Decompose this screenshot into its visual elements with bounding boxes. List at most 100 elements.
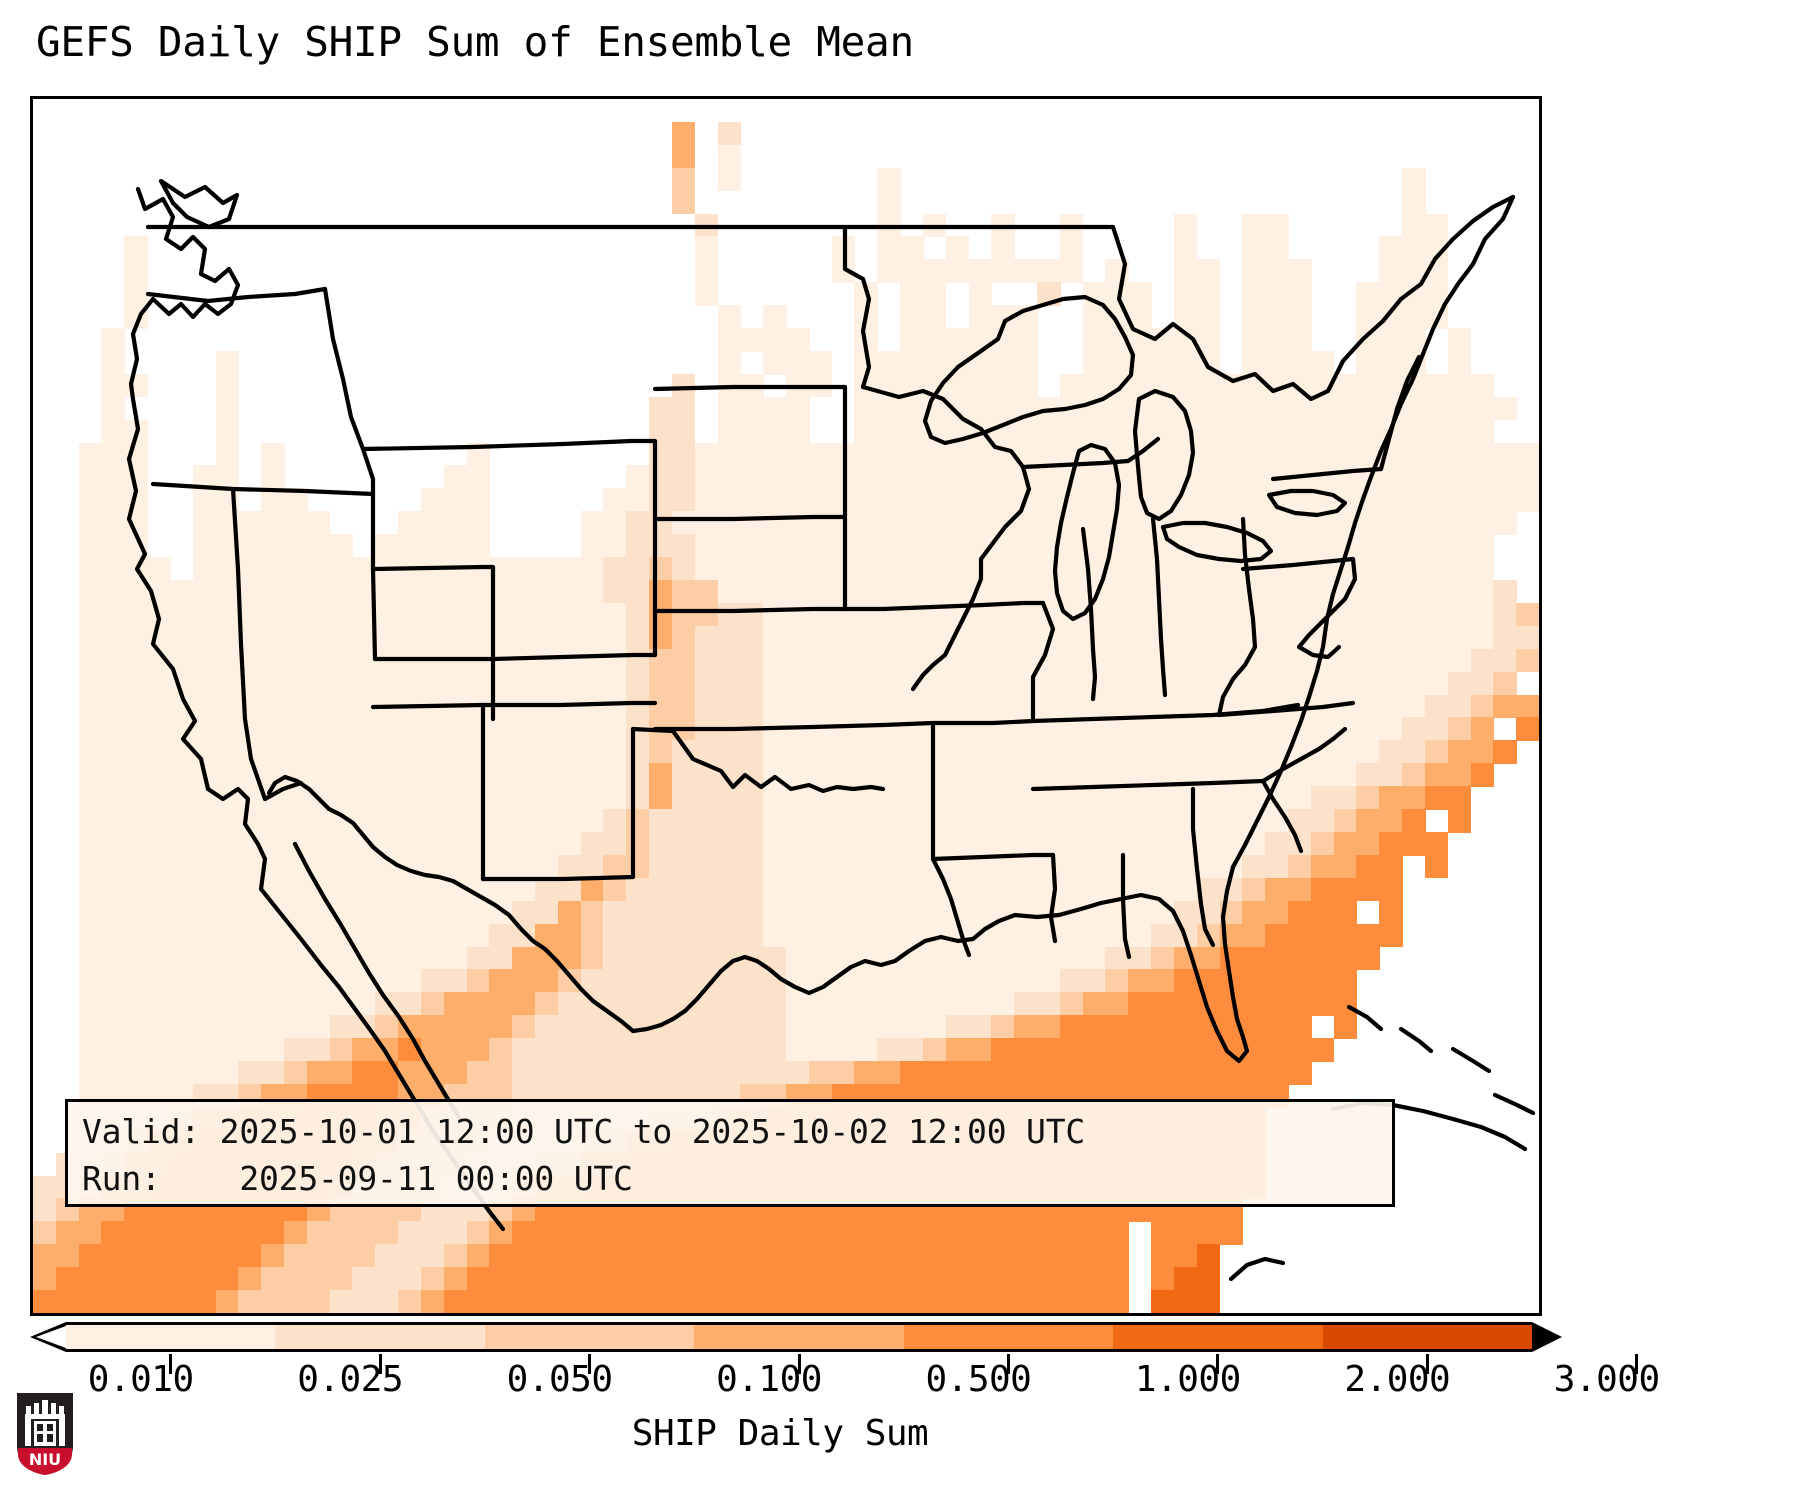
grid-cell: [1516, 465, 1539, 490]
grid-cell: [1402, 190, 1426, 215]
grid-cell: [717, 121, 742, 146]
grid-cell: [763, 648, 787, 673]
map-panel[interactable]: Valid: 2025-10-01 12:00 UTC to 2025-10-0…: [30, 96, 1542, 1316]
grid-cell: [1402, 648, 1426, 673]
grid-cell: [1242, 328, 1266, 352]
grid-cell: [1470, 373, 1495, 398]
grid-cell: [1219, 442, 1244, 467]
grid-cell: [877, 671, 901, 696]
grid-cell: [443, 465, 468, 490]
grid-cell: [877, 419, 901, 444]
grid-cell: [1105, 511, 1129, 535]
grid-cell: [991, 557, 1015, 581]
grid-cell: [1356, 305, 1380, 329]
grid-cell: [1470, 534, 1495, 558]
grid-cell: [808, 557, 833, 581]
grid-cell: [192, 465, 217, 490]
grid-cell: [603, 580, 627, 604]
grid-cell: [740, 396, 764, 421]
grid-cell: [1333, 648, 1358, 673]
grid-cell: [1242, 465, 1266, 490]
grid-cell: [1265, 419, 1289, 444]
grid-cell: [147, 648, 171, 673]
grid-cell: [671, 671, 696, 696]
grid-cell: [808, 625, 833, 650]
grid-cell: [740, 694, 764, 719]
grid-cell: [603, 671, 627, 696]
grid-cell: [1059, 373, 1084, 398]
grid-cell: [192, 511, 217, 535]
border-state-ar-la: [930, 852, 1056, 862]
grid-cell: [1059, 625, 1084, 650]
grid-cell: [945, 328, 970, 352]
grid-cell: [1424, 373, 1449, 398]
grid-cell: [1059, 671, 1084, 696]
grid-cell: [1105, 580, 1129, 604]
grid-cell: [1082, 305, 1107, 329]
grid-cell: [1128, 373, 1152, 398]
grid-cell: [1219, 534, 1244, 558]
grid-cell: [922, 488, 947, 512]
grid-cell: [694, 557, 719, 581]
grid-cell: [1265, 305, 1289, 329]
grid-cell: [192, 602, 217, 627]
grid-cell: [900, 488, 924, 512]
grid-cell: [1059, 557, 1084, 581]
grid-cell: [557, 625, 582, 650]
grid-cell: [215, 442, 240, 467]
grid-cell: [375, 580, 399, 604]
border-state-sd-nd: [652, 384, 848, 392]
grid-cell: [1219, 419, 1244, 444]
grid-cell: [1014, 350, 1038, 375]
grid-cell: [877, 465, 901, 490]
grid-cell: [1379, 671, 1403, 696]
colorbar[interactable]: [30, 1320, 1639, 1374]
grid-cell: [945, 534, 970, 558]
border-state-or-ca-nv: [150, 481, 376, 497]
grid-cell: [215, 671, 240, 696]
grid-cell: [1288, 625, 1312, 650]
grid-cell: [1242, 236, 1266, 261]
grid-cell: [1128, 580, 1152, 604]
grid-cell: [1059, 259, 1084, 283]
grid-cell: [1151, 328, 1175, 352]
grid-cell: [900, 305, 924, 329]
grid-cell: [1402, 213, 1426, 238]
grid-cell: [1265, 580, 1289, 604]
grid-cell: [1196, 465, 1221, 490]
grid-cell: [922, 511, 947, 535]
grid-cell: [945, 373, 970, 398]
grid-cell: [671, 602, 696, 627]
colorbar-axis-label: SHIP Daily Sum: [631, 1413, 929, 1454]
grid-cell: [1173, 350, 1198, 375]
grid-cell: [900, 534, 924, 558]
grid-cell: [1379, 580, 1403, 604]
grid-cell: [991, 305, 1015, 329]
grid-cell: [535, 625, 559, 650]
border-state-mn-ia-wi: [860, 384, 1032, 692]
border-state-ut-co-line: [370, 564, 496, 722]
grid-cell: [1196, 442, 1221, 467]
grid-cell: [1219, 396, 1244, 421]
grid-cell: [466, 602, 491, 627]
grid-cell: [1196, 282, 1221, 306]
grid-cell: [1082, 350, 1107, 375]
grid-cell: [854, 442, 878, 467]
grid-cell: [284, 694, 308, 719]
grid-cell: [877, 442, 901, 467]
grid-cell: [786, 580, 810, 604]
grid-cell: [284, 671, 308, 696]
grid-cell: [1059, 694, 1084, 719]
grid-cell: [192, 694, 217, 719]
grid-cell: [922, 282, 947, 306]
grid-cell: [1288, 259, 1312, 283]
grid-cell: [1151, 350, 1175, 375]
grid-cell: [1059, 419, 1084, 444]
colorbar-tick-label-7: 3.000: [1553, 1359, 1660, 1400]
grid-cell: [1105, 557, 1129, 581]
grid-cell: [1288, 488, 1312, 512]
grid-cell: [1402, 557, 1426, 581]
grid-cell: [717, 167, 742, 192]
grid-cell: [1242, 282, 1266, 306]
grid-cell: [1333, 442, 1358, 467]
